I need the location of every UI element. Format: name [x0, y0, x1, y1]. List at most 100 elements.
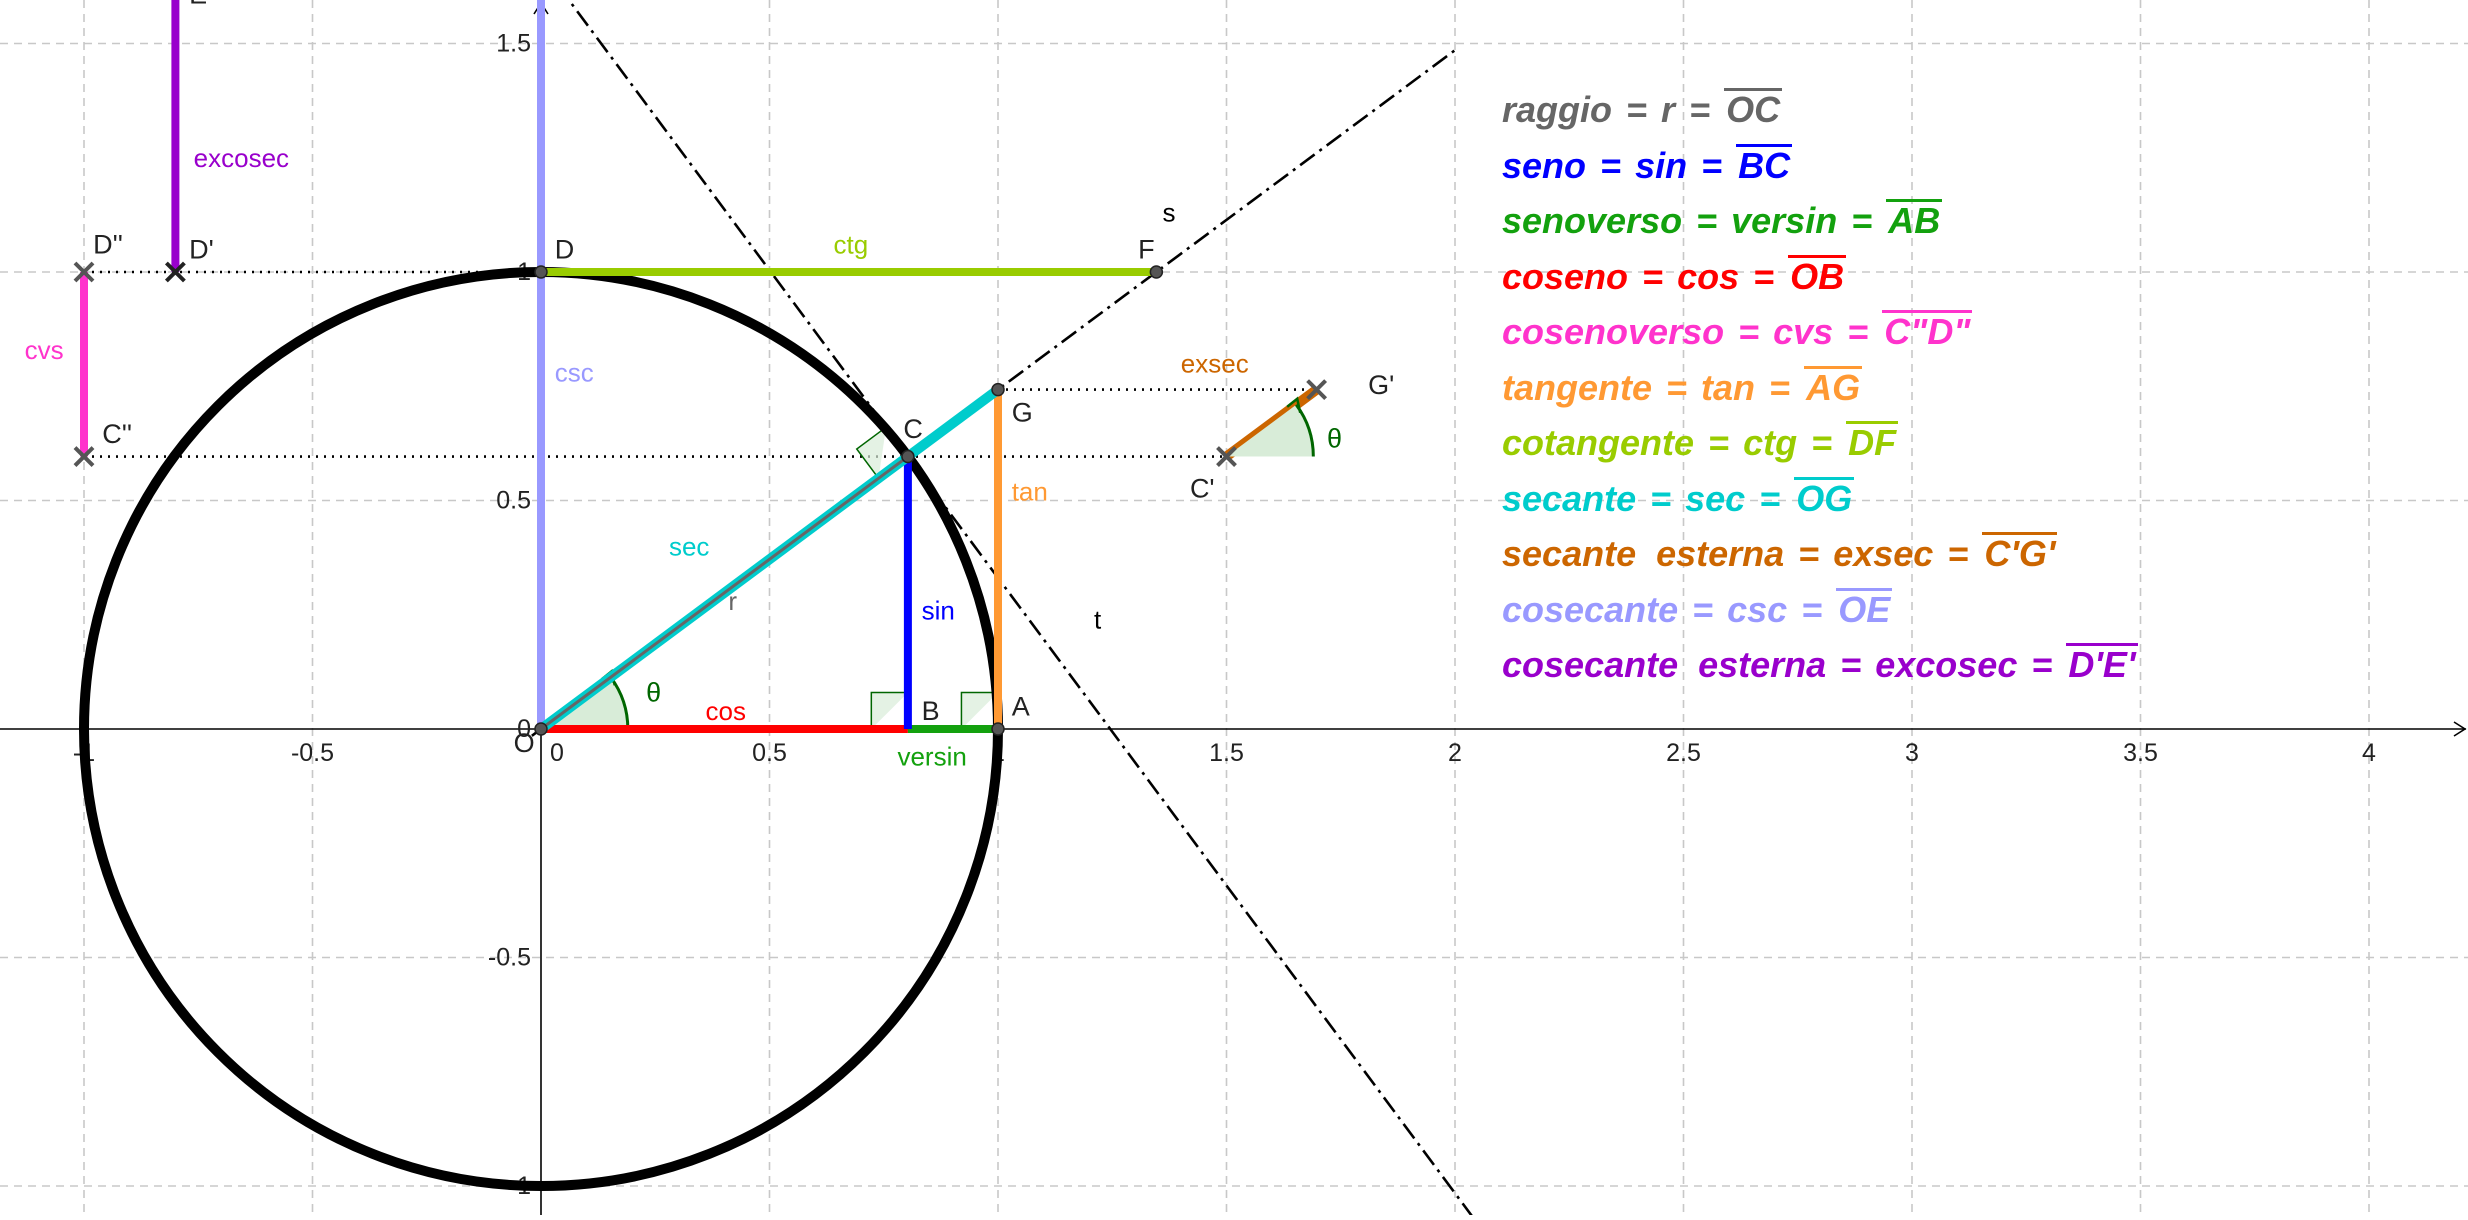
ctg-label: ctg	[833, 230, 868, 260]
legend-equals: =	[1947, 533, 1969, 574]
theta-label-exsec: θ	[1327, 423, 1342, 453]
legend-name: cosecante	[1502, 588, 1679, 630]
legend-equals: =	[1801, 588, 1823, 630]
right-angle-b	[870, 691, 908, 729]
legend-name: secante	[1502, 477, 1637, 519]
x-tick-label: 1.5	[1209, 739, 1244, 767]
theta-label: θ	[646, 678, 661, 708]
point-b-label: B	[922, 696, 940, 726]
y-tick-label: 0.5	[496, 487, 531, 515]
legend-abbr: cos	[1677, 255, 1740, 297]
legend-name: cotangente	[1502, 422, 1695, 463]
cos-label: cos	[706, 696, 746, 726]
legend-abbr: excosec	[1875, 644, 2018, 685]
y-tick-label: 1.5	[496, 30, 531, 58]
point-d-label: D	[555, 234, 575, 264]
legend-row: coseno = cos = OB	[1502, 254, 1847, 299]
versin-label: versin	[897, 742, 966, 772]
y-tick-label: 0	[517, 715, 531, 743]
legend-segment: C"D"	[1882, 310, 1973, 352]
legend-row: cosenoverso = cvs = C"D"	[1502, 310, 1973, 354]
legend-equals: =	[2031, 644, 2053, 685]
legend-abbr: sin	[1635, 144, 1688, 186]
point-g1-label: G'	[1368, 370, 1394, 400]
legend-segment: D'E'	[2066, 643, 2138, 685]
exsec-angle-sector	[1226, 404, 1314, 457]
legend-equals: =	[1811, 422, 1833, 463]
legend-segment: OG	[1794, 476, 1855, 519]
point-c1-marker	[1216, 446, 1237, 467]
csc-label: csc	[555, 358, 594, 388]
legend-equals: =	[1840, 644, 1862, 685]
legend-abbr: exsec	[1833, 533, 1934, 574]
legend-name: coseno	[1502, 255, 1629, 297]
point-c1-label: C'	[1190, 474, 1215, 504]
legend-equals: =	[1642, 255, 1664, 297]
x-tick-label: 3.5	[2123, 739, 2158, 767]
legend-equals: =	[1689, 89, 1711, 130]
point-c	[901, 449, 915, 464]
legend-equals: =	[1759, 477, 1781, 519]
legend-equals: =	[1798, 533, 1820, 574]
legend-row: raggio = r = OC	[1502, 88, 1783, 132]
t-line	[567, 0, 1477, 1220]
legend-abbr: cvs	[1773, 311, 1834, 352]
point-d	[534, 265, 548, 279]
x-tick-label: 2.5	[1666, 739, 1701, 767]
legend-name: senoverso	[1502, 200, 1683, 241]
legend-name: cosenoverso	[1502, 311, 1725, 352]
x-tick-label: 3	[1905, 739, 1919, 767]
legend-segment: AB	[1886, 199, 1943, 241]
right-angle-c	[855, 426, 887, 479]
tan-label: tan	[1012, 477, 1048, 507]
point-d1-marker	[164, 261, 186, 283]
legend-row: seno = sin = BC	[1502, 143, 1793, 188]
point-g1-marker	[1306, 379, 1328, 401]
x-tick-label: 4	[2362, 739, 2376, 767]
legend-equals: =	[1769, 366, 1791, 408]
legend-equals: =	[1738, 311, 1760, 352]
legend-abbr: csc	[1727, 588, 1788, 630]
point-f	[1149, 265, 1164, 279]
legend-segment: DF	[1846, 421, 1899, 463]
legend-equals: =	[1692, 588, 1714, 630]
exsec-label: exsec	[1181, 349, 1249, 379]
legend-name: raggio	[1502, 89, 1613, 130]
legend-equals: =	[1847, 311, 1869, 352]
x-tick-label: 0.5	[752, 739, 787, 767]
point-d1-label: D'	[189, 234, 214, 264]
x-tick-label: -0.5	[291, 739, 334, 767]
legend-row: secante = sec = OG	[1502, 476, 1855, 521]
legend-segment: OC	[1724, 88, 1783, 130]
legend-equals: =	[1753, 255, 1775, 297]
legend-equals: =	[1626, 89, 1648, 130]
point-c2-label: C''	[102, 419, 132, 449]
x-tick-labels: -1 -0.5 0 0.5 1 1.5 2 2.5 3 3.5 4	[73, 739, 2376, 767]
s-label: s	[1163, 198, 1176, 228]
point-d2-marker	[73, 261, 95, 283]
legend-row: tangente = tan = AG	[1502, 365, 1863, 410]
point-a-label: A	[1012, 691, 1030, 721]
legend-name: tangente	[1502, 366, 1653, 408]
exsec-angle-arrowhead	[1286, 396, 1302, 414]
point-f-label: F	[1138, 234, 1155, 264]
legend-equals: =	[1708, 422, 1730, 463]
radius-segment	[540, 455, 909, 731]
legend-row: cotangente = ctg = DF	[1502, 421, 1899, 465]
legend-abbr: ctg	[1743, 422, 1798, 463]
legend-abbr: sec	[1685, 477, 1746, 519]
legend-equals: =	[1701, 144, 1723, 186]
point-d2-label: D''	[93, 230, 123, 260]
point-a	[991, 722, 1005, 736]
cvs-label: cvs	[25, 335, 64, 365]
legend-abbr: tan	[1701, 366, 1756, 408]
legend-segment: BC	[1736, 143, 1793, 186]
point-o-label: O	[514, 728, 535, 758]
y-tick-labels: 1.510.50-0.5-1	[488, 30, 531, 1201]
sec-label: sec	[669, 531, 709, 561]
legend-row: secante esterna = exsec = C'G'	[1502, 532, 2058, 576]
